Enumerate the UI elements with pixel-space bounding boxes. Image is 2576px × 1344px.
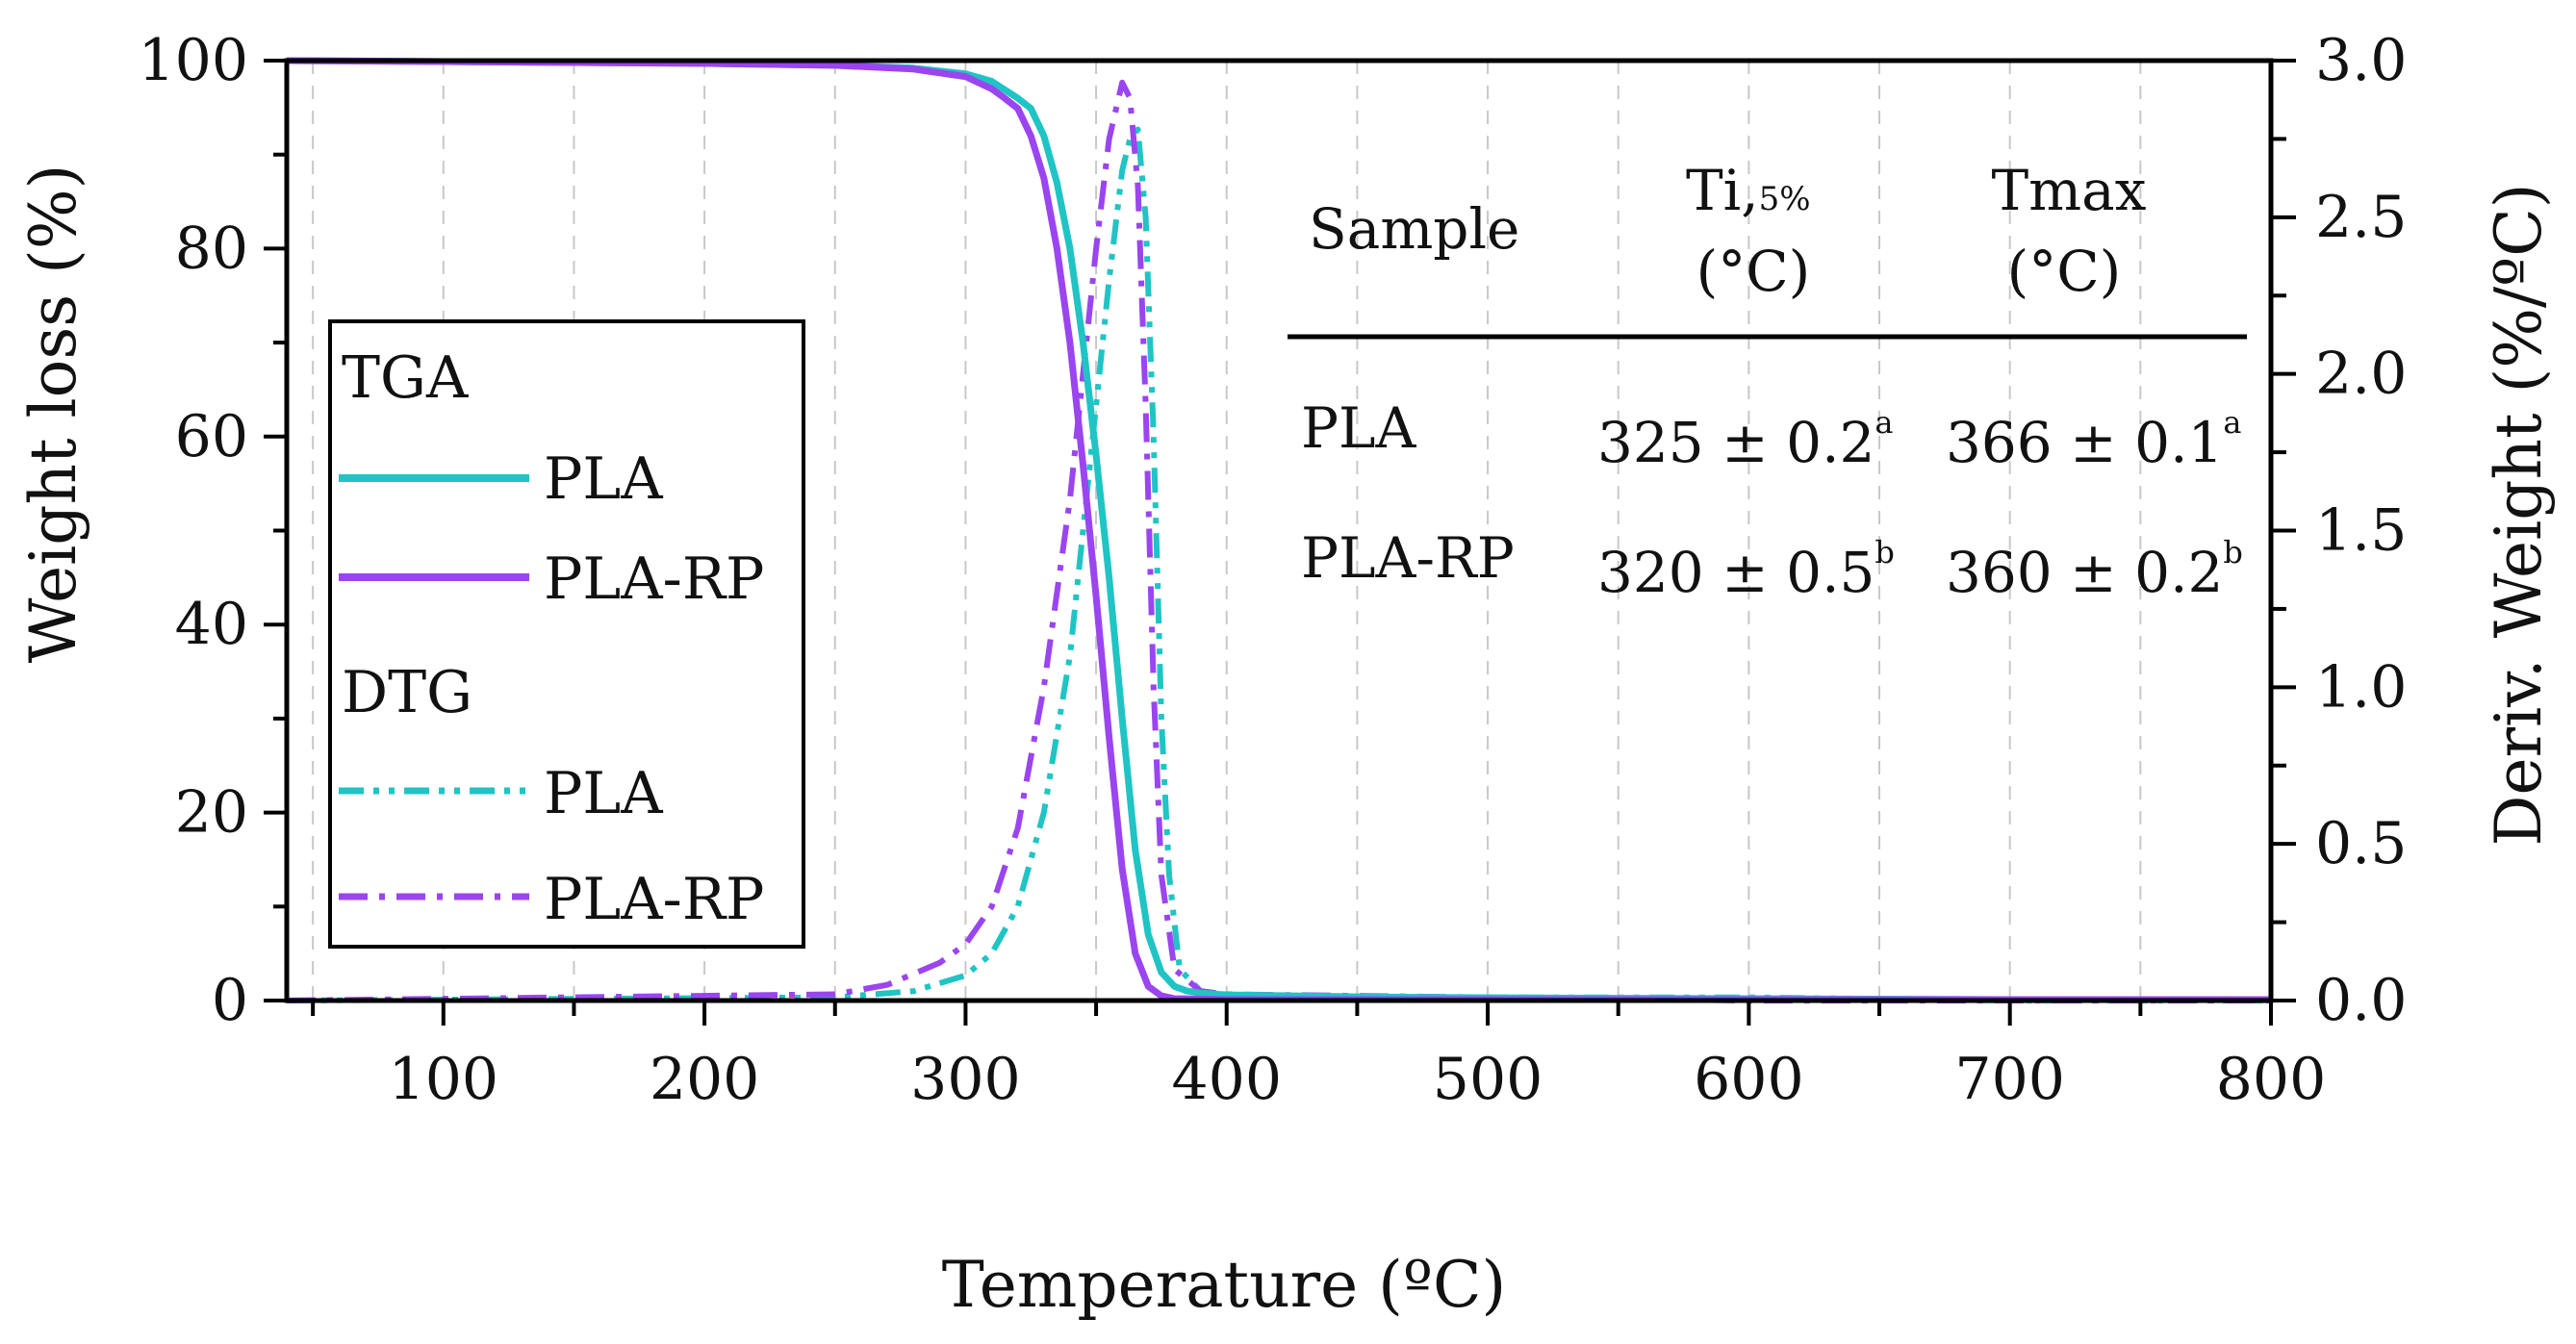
table-header-ti-main: Ti, (1686, 158, 1759, 223)
table-row-sample: PLA (1301, 395, 1417, 461)
y2-tick-label: 1.0 (2315, 653, 2407, 721)
table-cell-superscript: a (1875, 404, 1893, 441)
y2-tick-label: 0.0 (2315, 967, 2407, 1034)
table-cell-superscript: b (1875, 534, 1894, 571)
table-cell-superscript: a (2223, 404, 2241, 441)
table-header-sample: Sample (1309, 196, 1519, 262)
x-tick-label: 100 (389, 1046, 499, 1113)
table-row-sample: PLA-RP (1301, 525, 1515, 591)
table-cell-value: 325 ± 0.2 (1597, 410, 1875, 475)
table-row-ti: 320 ± 0.5b (1597, 534, 1895, 605)
table-cell-value: 360 ± 0.2 (1946, 540, 2223, 605)
table-row-tmax: 366 ± 0.1a (1946, 404, 2242, 475)
results-table: Sample Ti,5% (°C) Tmax (°C) PLA 325 ± 0.… (1288, 158, 2247, 605)
x-tick-label: 500 (1433, 1046, 1543, 1113)
ticks: 100 200 300 400 500 600 700 800 0 20 40 60 80 100 0.0 0… (138, 27, 2407, 1113)
table-header-tmax: Tmax (1992, 158, 2147, 223)
y-tick-label: 20 (175, 779, 248, 847)
x-axis-title: Temperature (ºC) (942, 1248, 1506, 1322)
table-header-ti-sub: 5% (1759, 180, 1811, 218)
table-cell-value: 320 ± 0.5 (1597, 540, 1875, 605)
x-tick-label: 700 (1954, 1046, 2065, 1113)
legend-group-title-dtg: DTG (342, 659, 472, 726)
table-cell-superscript: b (2223, 534, 2242, 571)
table-header-ti-unit: (°C) (1696, 239, 1811, 304)
y-tick-label: 60 (175, 403, 248, 470)
legend-group-title-tga: TGA (342, 344, 469, 412)
y2-tick-label: 1.5 (2315, 497, 2407, 565)
y2-tick-label: 0.5 (2315, 810, 2407, 877)
y-axis-title: Weight loss (%) (16, 165, 90, 664)
x-tick-label: 200 (650, 1046, 760, 1113)
legend: TGA PLA PLA-RP DTG PLA PLA-RP (328, 319, 805, 949)
series-line-dtg_plarp (286, 79, 2271, 1003)
x-tick-label: 600 (1694, 1046, 1804, 1113)
legend-label-dtg-pla: PLA (544, 760, 663, 827)
table-cell-value: 366 ± 0.1 (1946, 410, 2223, 475)
x-tick-label: 800 (2216, 1046, 2327, 1113)
y-tick-label: 80 (175, 215, 248, 282)
y2-tick-label: 2.5 (2315, 184, 2407, 251)
legend-label-dtg-plarp: PLA-RP (544, 866, 764, 933)
legend-label-tga-pla: PLA (544, 445, 663, 513)
legend-label-tga-plarp: PLA-RP (544, 545, 764, 613)
y-tick-label: 0 (212, 967, 248, 1034)
y-tick-label: 100 (138, 27, 248, 94)
y2-tick-label: 2.0 (2315, 341, 2407, 408)
x-tick-label: 300 (910, 1046, 1021, 1113)
y2-tick-label: 3.0 (2315, 27, 2407, 94)
table-row-tmax: 360 ± 0.2b (1946, 534, 2243, 605)
y2-axis-title: Deriv. Weight (%/ºC) (2482, 184, 2556, 847)
x-tick-label: 400 (1171, 1046, 1282, 1113)
table-row-ti: 325 ± 0.2a (1597, 404, 1894, 475)
table-header-tmax-unit: (°C) (2007, 239, 2122, 304)
legend-box (328, 319, 805, 949)
table-header-ti: Ti,5% (1686, 158, 1811, 223)
y-tick-label: 40 (175, 591, 248, 658)
